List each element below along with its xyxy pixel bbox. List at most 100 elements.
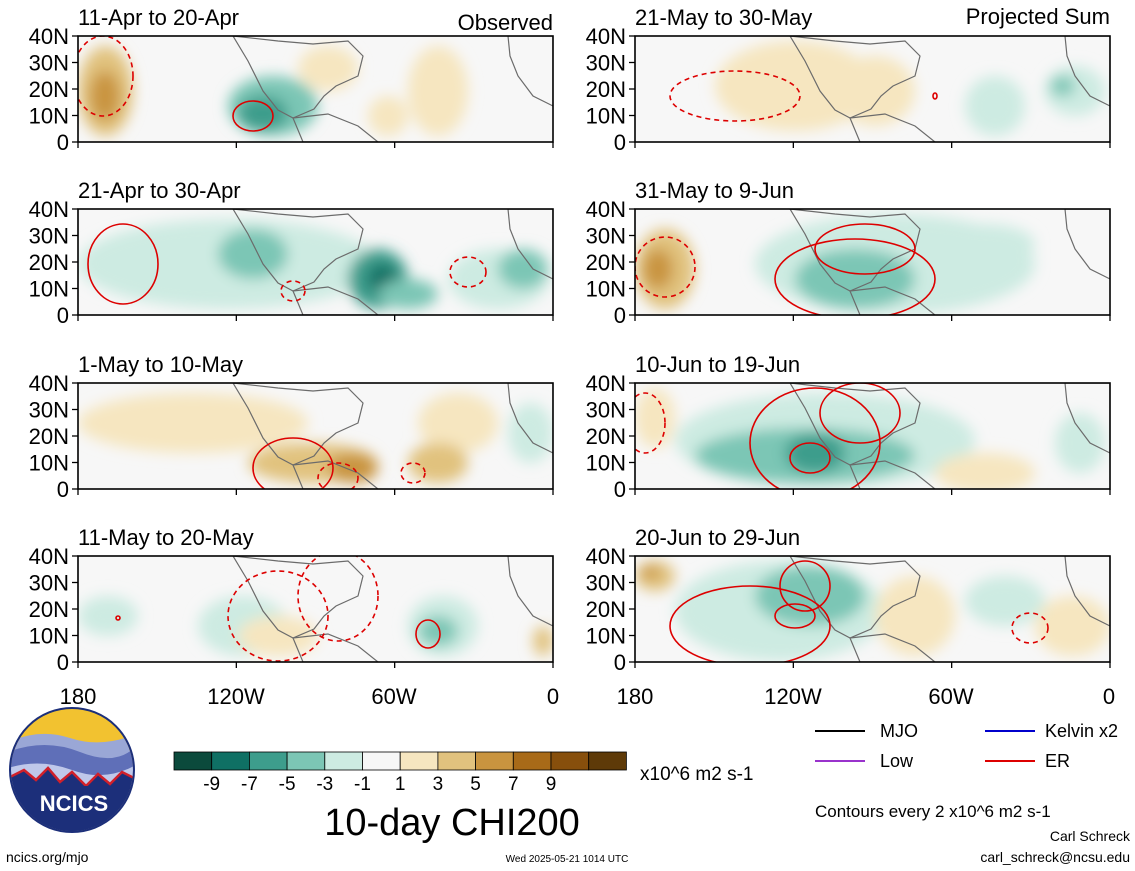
colorbar-tick-label: -9 [203, 774, 220, 795]
anomaly-shading [408, 443, 468, 483]
colorbar-swatch [248, 751, 288, 771]
anomaly-field [635, 209, 1110, 315]
coastline [292, 113, 379, 142]
lat-tick-label: 40N [586, 544, 626, 569]
anomaly-shading [238, 616, 318, 656]
colorbar-tick-label: 5 [470, 774, 481, 795]
anomaly-field [78, 209, 553, 315]
lon-tick-right-3: 0 [1103, 684, 1115, 709]
legend-label-kelvin: Kelvin x2 [1045, 721, 1118, 741]
anomaly-shading [935, 224, 1035, 264]
coastline [232, 36, 364, 119]
anomaly-shading [1050, 76, 1075, 96]
lat-tick-label: 20N [29, 77, 69, 102]
coastline [1064, 36, 1110, 107]
legend-label-low: Low [880, 751, 914, 771]
er-contour [635, 236, 696, 298]
lat-tick-label: 10N [29, 277, 69, 302]
lat-tick-label: 40N [586, 371, 626, 396]
anomaly-shading [1055, 413, 1105, 473]
colorbar-swatch [588, 751, 627, 771]
lat-tick-label: 40N [29, 197, 69, 222]
coastline [789, 556, 921, 639]
colorbar-swatch [437, 751, 476, 771]
timestamp: Wed 2025-05-21 1014 UTC [506, 854, 629, 865]
lat-tick-label: 30N [29, 224, 69, 249]
er-contour [252, 437, 334, 489]
colorbar-swatch [399, 751, 439, 771]
anomaly-shading [368, 96, 408, 136]
contour-note: Contours every 2 x10^6 m2 s-1 [815, 802, 1051, 821]
anomaly-shading [875, 576, 955, 656]
lat-tick-label: 40N [29, 371, 69, 396]
observed-label: Observed [458, 10, 553, 35]
lon-tick-left-1: 120W [207, 684, 265, 709]
er-contour [749, 387, 881, 489]
author-name: Carl Schreck [1050, 828, 1131, 844]
er-contour [449, 256, 487, 288]
coastline [292, 460, 379, 489]
coastline [232, 209, 364, 292]
variable-title: 10-day CHI200 [324, 802, 580, 844]
anomaly-field [635, 36, 1110, 142]
ncics-logo-text: NCICS [40, 791, 108, 816]
colorbar-tick-label: -7 [241, 774, 258, 795]
lon-tick-right-2: 60W [928, 684, 973, 709]
website-url: ncics.org/mjo [6, 849, 89, 865]
colorbar-swatch [512, 751, 552, 771]
anomaly-shading [418, 616, 458, 646]
anomaly-shading [643, 249, 673, 289]
coastline [849, 286, 936, 315]
colorbar-tick-label: 9 [546, 774, 557, 795]
anomaly-shading [640, 566, 660, 578]
coastline [849, 113, 936, 142]
colorbar-swatch [324, 751, 363, 771]
lat-tick-label: 0 [57, 477, 69, 502]
anomaly-shading [635, 388, 675, 448]
lat-tick-label: 30N [29, 51, 69, 76]
longitude-axis: 180 120W 60W 0 180 120W 60W 0 [60, 684, 1115, 709]
anomaly-shading [218, 229, 288, 279]
coastline [1064, 209, 1110, 280]
anomaly-shading [755, 566, 865, 626]
er-contour [789, 442, 831, 474]
lat-tick-label: 20N [586, 424, 626, 449]
coastline [507, 209, 553, 280]
lat-tick-label: 10N [29, 104, 69, 129]
lat-tick-label: 10N [586, 451, 626, 476]
colorbar-swatch [211, 751, 250, 771]
anomaly-shading [1035, 596, 1110, 656]
anomaly-shading [508, 403, 553, 463]
anomaly-shading [498, 249, 548, 289]
er-contour [774, 603, 816, 629]
period-label: 11-Apr to 20-Apr [78, 5, 239, 30]
lat-tick-label: 0 [57, 303, 69, 328]
period-label: 11-May to 20-May [78, 525, 254, 550]
anomaly-shading [965, 76, 1025, 136]
anomaly-shading [795, 249, 915, 309]
lat-tick-label: 0 [614, 303, 626, 328]
anomaly-shading [328, 453, 378, 483]
er-contour [317, 462, 359, 489]
er-contour [774, 238, 936, 315]
lat-tick-label: 20N [29, 597, 69, 622]
colorbar-tick-label: 7 [508, 774, 519, 795]
coastline [507, 36, 553, 107]
anomaly-field [78, 383, 553, 489]
coastline [789, 209, 921, 292]
projected-sum-label: Projected Sum [966, 4, 1110, 29]
lat-tick-label: 10N [586, 104, 626, 129]
coastline [232, 383, 364, 466]
lon-tick-right-1: 120W [764, 684, 822, 709]
legend-label-er: ER [1045, 751, 1070, 771]
anomaly-shading [298, 46, 358, 91]
anomaly-shading [835, 56, 915, 126]
lat-tick-label: 20N [29, 424, 69, 449]
colorbar-swatch [550, 751, 590, 771]
lon-tick-right-0: 180 [617, 684, 654, 709]
anomaly-shading [408, 46, 468, 136]
